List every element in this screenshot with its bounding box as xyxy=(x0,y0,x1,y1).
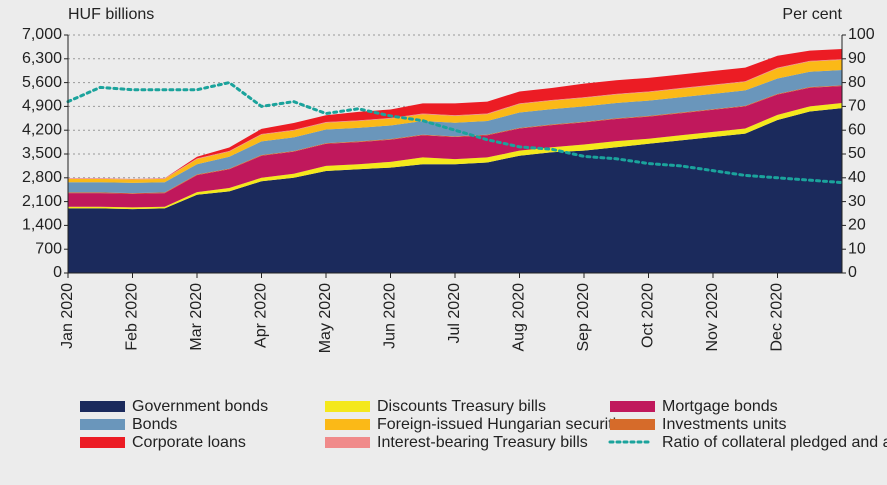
y-tick-label: 4,200 xyxy=(22,121,62,138)
legend-label: Investments units xyxy=(662,416,787,433)
legend-label: Bonds xyxy=(132,416,177,433)
y2-tick-label: 60 xyxy=(848,121,866,138)
y2-tick-label: 30 xyxy=(848,193,866,210)
y-tick-label: 2,100 xyxy=(22,193,62,210)
legend-swatch xyxy=(325,419,370,430)
y-tick-label: 4,900 xyxy=(22,98,62,115)
y-tick-label: 6,300 xyxy=(22,50,62,67)
legend-label: Foreign-issued Hungarian securities xyxy=(377,416,633,433)
y-axis-title: HUF billions xyxy=(68,6,154,23)
legend-swatch xyxy=(325,437,370,448)
y2-tick-label: 0 xyxy=(848,264,857,281)
x-tick-label: Mar 2020 xyxy=(188,283,205,351)
y2-tick-label: 70 xyxy=(848,98,866,115)
x-tick-label: Jan 2020 xyxy=(59,283,76,349)
x-tick-label: Apr 2020 xyxy=(253,283,270,348)
legend-label: Discounts Treasury bills xyxy=(377,398,546,415)
y2-tick-label: 40 xyxy=(848,169,866,186)
ratio-line xyxy=(66,80,844,185)
x-tick-label: Jul 2020 xyxy=(446,283,463,344)
y2-tick-label: 90 xyxy=(848,50,866,67)
y2-axis-title: Per cent xyxy=(782,6,842,23)
area xyxy=(68,70,842,194)
x-tick-label: Jun 2020 xyxy=(382,283,399,349)
x-tick-label: Feb 2020 xyxy=(124,283,141,351)
y2-tick-label: 10 xyxy=(848,240,866,257)
y-tick-label: 3,500 xyxy=(22,145,62,162)
area xyxy=(68,59,842,183)
x-tick-label: Sep 2020 xyxy=(575,283,592,352)
legend-swatch xyxy=(325,401,370,412)
area xyxy=(68,48,842,179)
area xyxy=(68,86,842,208)
x-tick-label: Oct 2020 xyxy=(640,283,657,348)
y-tick-label: 2,800 xyxy=(22,169,62,186)
legend-label: Ratio of collateral pledged and availabl… xyxy=(662,434,887,451)
legend-swatch xyxy=(80,437,125,448)
y2-tick-label: 50 xyxy=(848,145,866,162)
legend-swatch xyxy=(80,419,125,430)
y2-tick-label: 20 xyxy=(848,217,866,234)
legend-label: Interest-bearing Treasury bills xyxy=(377,434,588,451)
y2-tick-label: 80 xyxy=(848,74,866,91)
legend-swatch xyxy=(80,401,125,412)
y-tick-label: 5,600 xyxy=(22,74,62,91)
y-tick-label: 7,000 xyxy=(22,26,62,43)
legend-label: Mortgage bonds xyxy=(662,398,778,415)
x-tick-label: May 2020 xyxy=(317,283,334,353)
legend-label: Corporate loans xyxy=(132,434,246,451)
x-tick-label: Dec 2020 xyxy=(769,283,786,352)
legend-swatch xyxy=(610,419,655,430)
y-tick-label: 1,400 xyxy=(22,217,62,234)
y-tick-label: 0 xyxy=(53,264,62,281)
legend-label: Government bonds xyxy=(132,398,268,415)
y-tick-label: 700 xyxy=(35,240,62,257)
legend-swatch xyxy=(610,401,655,412)
x-tick-label: Nov 2020 xyxy=(704,283,721,352)
x-tick-label: Aug 2020 xyxy=(511,283,528,352)
area xyxy=(68,108,842,273)
y2-tick-label: 100 xyxy=(848,26,875,43)
